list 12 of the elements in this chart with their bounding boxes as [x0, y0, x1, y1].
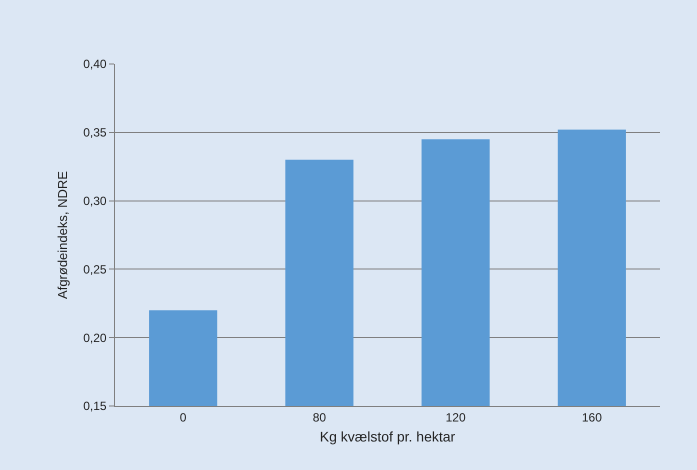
x-tick-label: 80: [312, 410, 326, 424]
x-axis-title: Kg kvælstof pr. hektar: [320, 428, 456, 445]
x-tick-label: 120: [446, 410, 466, 424]
y-tick-label: 0,15: [83, 399, 107, 414]
y-tick-label: 0,25: [83, 262, 107, 276]
x-tick-label: 160: [582, 410, 602, 424]
y-tick-label: 0,40: [83, 57, 107, 72]
y-tick-label: 0,35: [83, 126, 107, 140]
y-axis-title: Afgrødeindeks, NDRE: [55, 170, 70, 299]
y-tick-label: 0,20: [83, 330, 107, 345]
x-tick-label: 0: [180, 410, 187, 424]
y-tick-label: 0,30: [83, 194, 107, 208]
